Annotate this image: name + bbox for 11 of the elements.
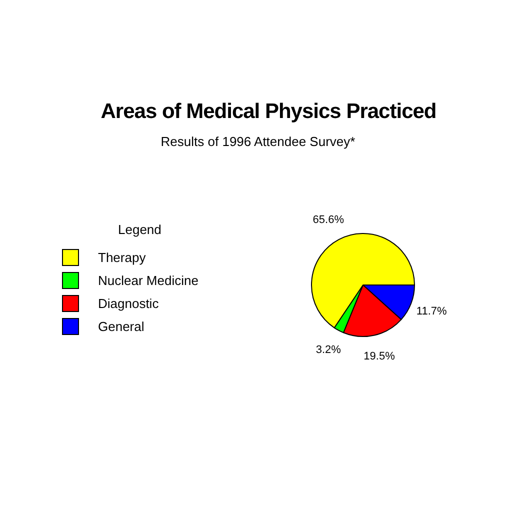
data-label: 19.5% — [364, 350, 396, 363]
legend-label: Therapy — [98, 250, 146, 265]
data-label: 3.2% — [316, 344, 342, 356]
data-label: 11.7% — [416, 305, 447, 318]
chart-title: Areas of Medical Physics Practiced — [100, 100, 438, 124]
legend-label: General — [98, 319, 144, 334]
data-label: 65.6% — [312, 214, 344, 226]
legend-title: Legend — [118, 222, 162, 237]
legend-label: Nuclear Medicine — [98, 273, 198, 288]
legend-label: Diagnostic — [98, 296, 159, 311]
chart-subtitle: Results of 1996 Attendee Survey* — [160, 134, 356, 149]
